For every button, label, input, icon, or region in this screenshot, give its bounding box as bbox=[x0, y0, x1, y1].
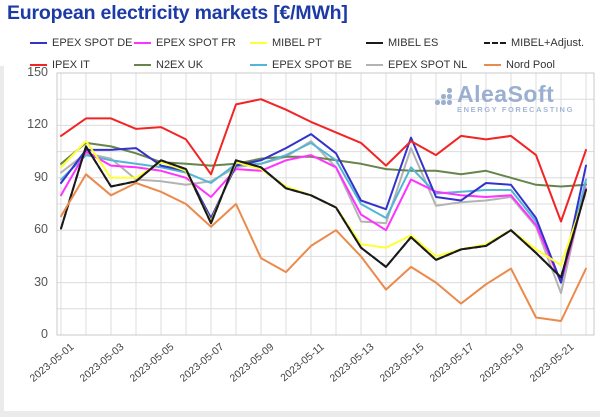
legend-item-nord-pool: Nord Pool bbox=[484, 58, 555, 72]
legend-label: EPEX SPOT NL bbox=[388, 59, 468, 71]
series-line-mibel-es bbox=[60, 145, 587, 279]
legend-label: N2EX UK bbox=[156, 59, 204, 71]
legend-item-epex-spot-de: EPEX SPOT DE bbox=[30, 36, 133, 50]
chart-legend: EPEX SPOT DE EPEX SPOT FR MIBEL PT MIBEL ES… bbox=[0, 0, 600, 80]
bottom-border-strip bbox=[0, 411, 600, 417]
series-line-epex-spot-fr bbox=[60, 150, 587, 284]
legend-item-ipex-it: IPEX IT bbox=[30, 58, 90, 72]
logo-name: AleaSoft bbox=[457, 81, 555, 107]
legend-item-mibel-pt: MIBEL PT bbox=[250, 36, 322, 50]
legend-item-mibel-adjust: MIBEL+Adjust. bbox=[484, 36, 584, 50]
legend-label: EPEX SPOT BE bbox=[272, 59, 352, 71]
legend-swatch-epex-spot-fr bbox=[134, 42, 151, 44]
series-line-ipex-it bbox=[60, 98, 587, 223]
legend-label: EPEX SPOT DE bbox=[52, 37, 133, 49]
legend-label: EPEX SPOT FR bbox=[156, 37, 236, 49]
series-line-epex-spot-be bbox=[60, 141, 587, 284]
legend-label: Nord Pool bbox=[506, 59, 555, 71]
series-line-epex-spot-de bbox=[60, 133, 587, 284]
y-tick-label: 120 bbox=[27, 117, 48, 132]
logo-dots-icon bbox=[435, 88, 453, 106]
y-tick-label: 90 bbox=[34, 169, 48, 184]
legend-item-mibel-es: MIBEL ES bbox=[366, 36, 438, 50]
legend-swatch-mibel-adjust bbox=[484, 42, 506, 44]
legend-swatch-nord-pool bbox=[484, 64, 501, 66]
legend-swatch-mibel-pt bbox=[250, 42, 267, 44]
series-line-mibel-pt bbox=[60, 140, 587, 267]
y-tick-label: 60 bbox=[34, 222, 48, 237]
legend-item-n2ex-uk: N2EX UK bbox=[134, 58, 203, 72]
legend-swatch-n2ex-uk bbox=[134, 64, 151, 66]
y-tick-label: 0 bbox=[41, 327, 48, 341]
aleasoft-logo: AleaSoft ENERGY FORECASTING bbox=[435, 81, 575, 114]
series-line-mibel-adjust bbox=[60, 145, 587, 279]
left-border-strip bbox=[0, 66, 4, 411]
legend-swatch-epex-spot-nl bbox=[366, 64, 383, 66]
legend-swatch-epex-spot-be bbox=[250, 64, 267, 66]
y-tick-label: 30 bbox=[34, 274, 48, 289]
legend-item-epex-spot-be: EPEX SPOT BE bbox=[250, 58, 352, 72]
legend-label: MIBEL+Adjust. bbox=[511, 37, 585, 49]
legend-label: MIBEL PT bbox=[272, 37, 322, 49]
chart-title: European electricity markets [€/MWh] bbox=[7, 2, 348, 24]
legend-label: MIBEL ES bbox=[388, 37, 439, 49]
legend-item-epex-spot-fr: EPEX SPOT FR bbox=[134, 36, 236, 50]
legend-swatch-ipex-it bbox=[30, 64, 47, 66]
legend-swatch-mibel-es bbox=[366, 42, 383, 44]
legend-label: IPEX IT bbox=[52, 59, 90, 71]
logo-tagline: ENERGY FORECASTING bbox=[457, 105, 575, 114]
y-tick-label: 150 bbox=[27, 65, 48, 79]
series-line-epex-spot-nl bbox=[60, 140, 587, 295]
legend-item-epex-spot-nl: EPEX SPOT NL bbox=[366, 58, 467, 72]
plot-border bbox=[56, 72, 595, 336]
series-line-nord-pool bbox=[60, 173, 587, 322]
legend-swatch-epex-spot-de bbox=[30, 42, 47, 44]
